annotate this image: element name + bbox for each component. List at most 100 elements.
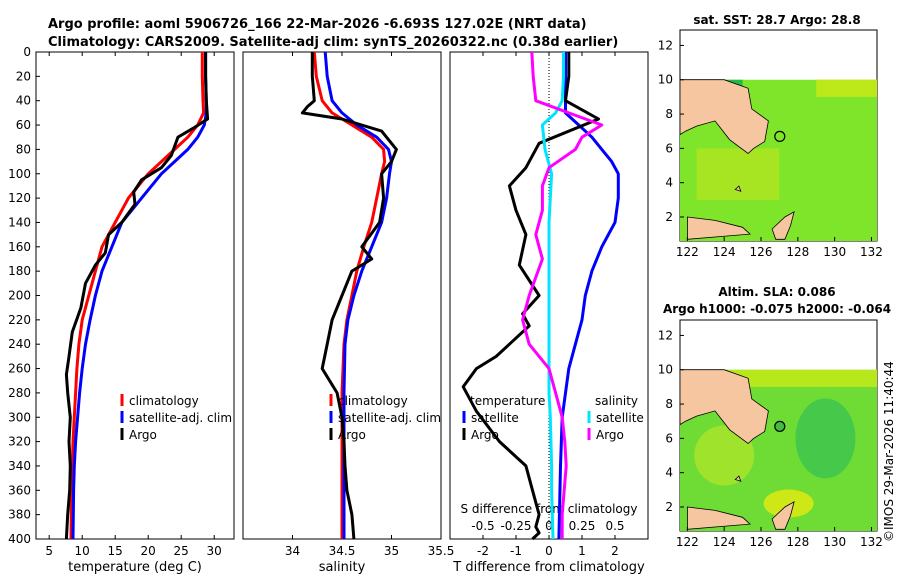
temperature-panel: 5 10 15 20 25 30 temperature (deg C) [45,52,222,575]
map-y-tick-label: 12 [658,328,673,342]
depth-tick-label: 220 [8,313,31,327]
s-difference-tick-label: 0.5 [605,519,624,533]
temperature-x-tick-label: 30 [207,544,222,558]
temperature-satellite-adj-clim-line [71,52,208,540]
map-y-tick-label: 8 [665,397,673,411]
temperature-argo-line [64,52,210,540]
salinity-panel: 34 34.5 35 35.5 salinity [285,51,455,575]
difference-x-tick-label: 0 [545,544,553,558]
map-land-mindanao [679,369,769,445]
temperature-x-tick-label: 5 [45,544,53,558]
map-land-island [771,210,795,240]
salinity-argo-line [300,52,398,540]
map-y-tick-label: 4 [665,176,673,190]
map-warm-patch [816,79,877,97]
salinity-legend: climatology satellite-adj. clim Argo [329,394,441,442]
argo-location-marker [774,130,786,142]
salinity-x-tick-label: 34 [285,544,300,558]
difference-legend: temperature satellite Argo salinity sate… [462,394,644,442]
figure-title-line1: Argo profile: aoml 5906726_166 22-Mar-20… [48,17,587,32]
map-x-tick-label: 126 [750,535,773,549]
temperature-x-tick-label: 20 [141,544,156,558]
sla-map: 122 124 126 128 130 132 2 4 6 8 10 12 [658,319,883,549]
map-y-tick-label: 10 [658,73,673,87]
difference-x-tick-label: 1 [578,544,586,558]
temperature-x-tick-label: 25 [174,544,189,558]
map-land-island [734,185,742,192]
map-x-tick-label: 122 [676,245,699,259]
map-x-tick-label: 130 [823,535,846,549]
map-x-tick-label: 128 [786,245,809,259]
imos-watermark: ©IMOS 29-Mar-2026 11:40:44 [882,361,896,542]
legend-climatology-label: climatology [129,394,199,408]
legend-t-satellite-label: satellite [471,411,519,425]
depth-tick-label: 20 [16,69,31,83]
map-warm-patch [696,148,780,200]
legend-t-argo-label: Argo [471,428,499,442]
salinity-satellite-adj-clim-line [323,51,393,539]
s-difference-tick-label: -0.25 [500,519,531,533]
map-land-mindanao [679,79,769,155]
legend-salinity-title: salinity [595,394,638,408]
map-x-tick-label: 130 [823,245,846,259]
difference-panel: -2 -1 0 1 2 T difference from climatology S di… [452,51,645,575]
map-x-tick-label: 124 [713,245,736,259]
map-y-tick-label: 6 [665,141,673,155]
depth-tick-label: 180 [8,264,31,278]
salinity-x-tick-label: 34.5 [329,544,356,558]
map-y-tick-label: 12 [658,38,673,52]
difference-t-argo-line [461,52,600,541]
depth-tick-label: 280 [8,386,31,400]
map-x-tick-label: 122 [676,535,699,549]
legend-argo-label: Argo [129,428,157,442]
depth-tick-label: 360 [8,483,31,497]
map-y-tick-label: 8 [665,107,673,121]
legend-climatology-label: climatology [338,394,408,408]
s-difference-tick-label: 0 [545,519,553,533]
sla-map-title-line2: Argo h1000: -0.075 h2000: -0.064 [663,302,891,316]
map-x-tick-label: 126 [750,245,773,259]
legend-temperature-title: temperature [470,394,545,408]
s-difference-tick-label: 0.25 [569,519,596,533]
depth-tick-label: 380 [8,508,31,522]
depth-tick-label: 340 [8,459,31,473]
map-y-tick-label: 2 [665,500,673,514]
depth-tick-label: 300 [8,410,31,424]
sst-map: 122 124 126 128 130 132 2 4 6 8 10 12 [658,29,883,259]
depth-tick-label: 320 [8,435,31,449]
temperature-x-tick-label: 15 [108,544,123,558]
map-low-sla-patch [795,398,856,479]
temperature-x-tick-label: 10 [75,544,90,558]
difference-t-satellite-line [557,52,620,540]
depth-tick-label: 260 [8,362,31,376]
map-x-tick-label: 128 [786,535,809,549]
legend-argo-label: Argo [338,428,366,442]
depth-tick-label: 160 [8,240,31,254]
depth-tick-label: 140 [8,215,31,229]
temperature-legend: climatology satellite-adj. clim Argo [120,394,232,442]
difference-x-tick-label: -1 [510,544,522,558]
map-x-tick-label: 132 [860,535,883,549]
argo-location-marker [774,420,786,432]
map-x-tick-label: 132 [860,245,883,259]
map-land-island [687,506,751,530]
map-x-tick-label: 124 [713,535,736,549]
depth-tick-label: 60 [16,118,31,132]
salinity-x-label: salinity [319,560,366,575]
figure-title-line2: Climatology: CARS2009. Satellite-adj cli… [48,35,618,50]
map-y-tick-label: 10 [658,363,673,377]
map-y-tick-label: 6 [665,431,673,445]
legend-s-satellite-label: satellite [596,411,644,425]
salinity-x-tick-label: 35.5 [428,544,455,558]
map-y-tick-label: 2 [665,210,673,224]
salinity-climatology-line [312,51,387,539]
map-land-island [771,500,795,530]
depth-tick-label: 40 [16,94,31,108]
depth-tick-label: 200 [8,289,31,303]
temperature-x-label: temperature (deg C) [68,560,202,575]
map-land-island [734,475,742,482]
difference-x-tick-label: 2 [611,544,619,558]
depth-tick-label: 240 [8,337,31,351]
depth-tick-label: 0 [23,45,31,59]
